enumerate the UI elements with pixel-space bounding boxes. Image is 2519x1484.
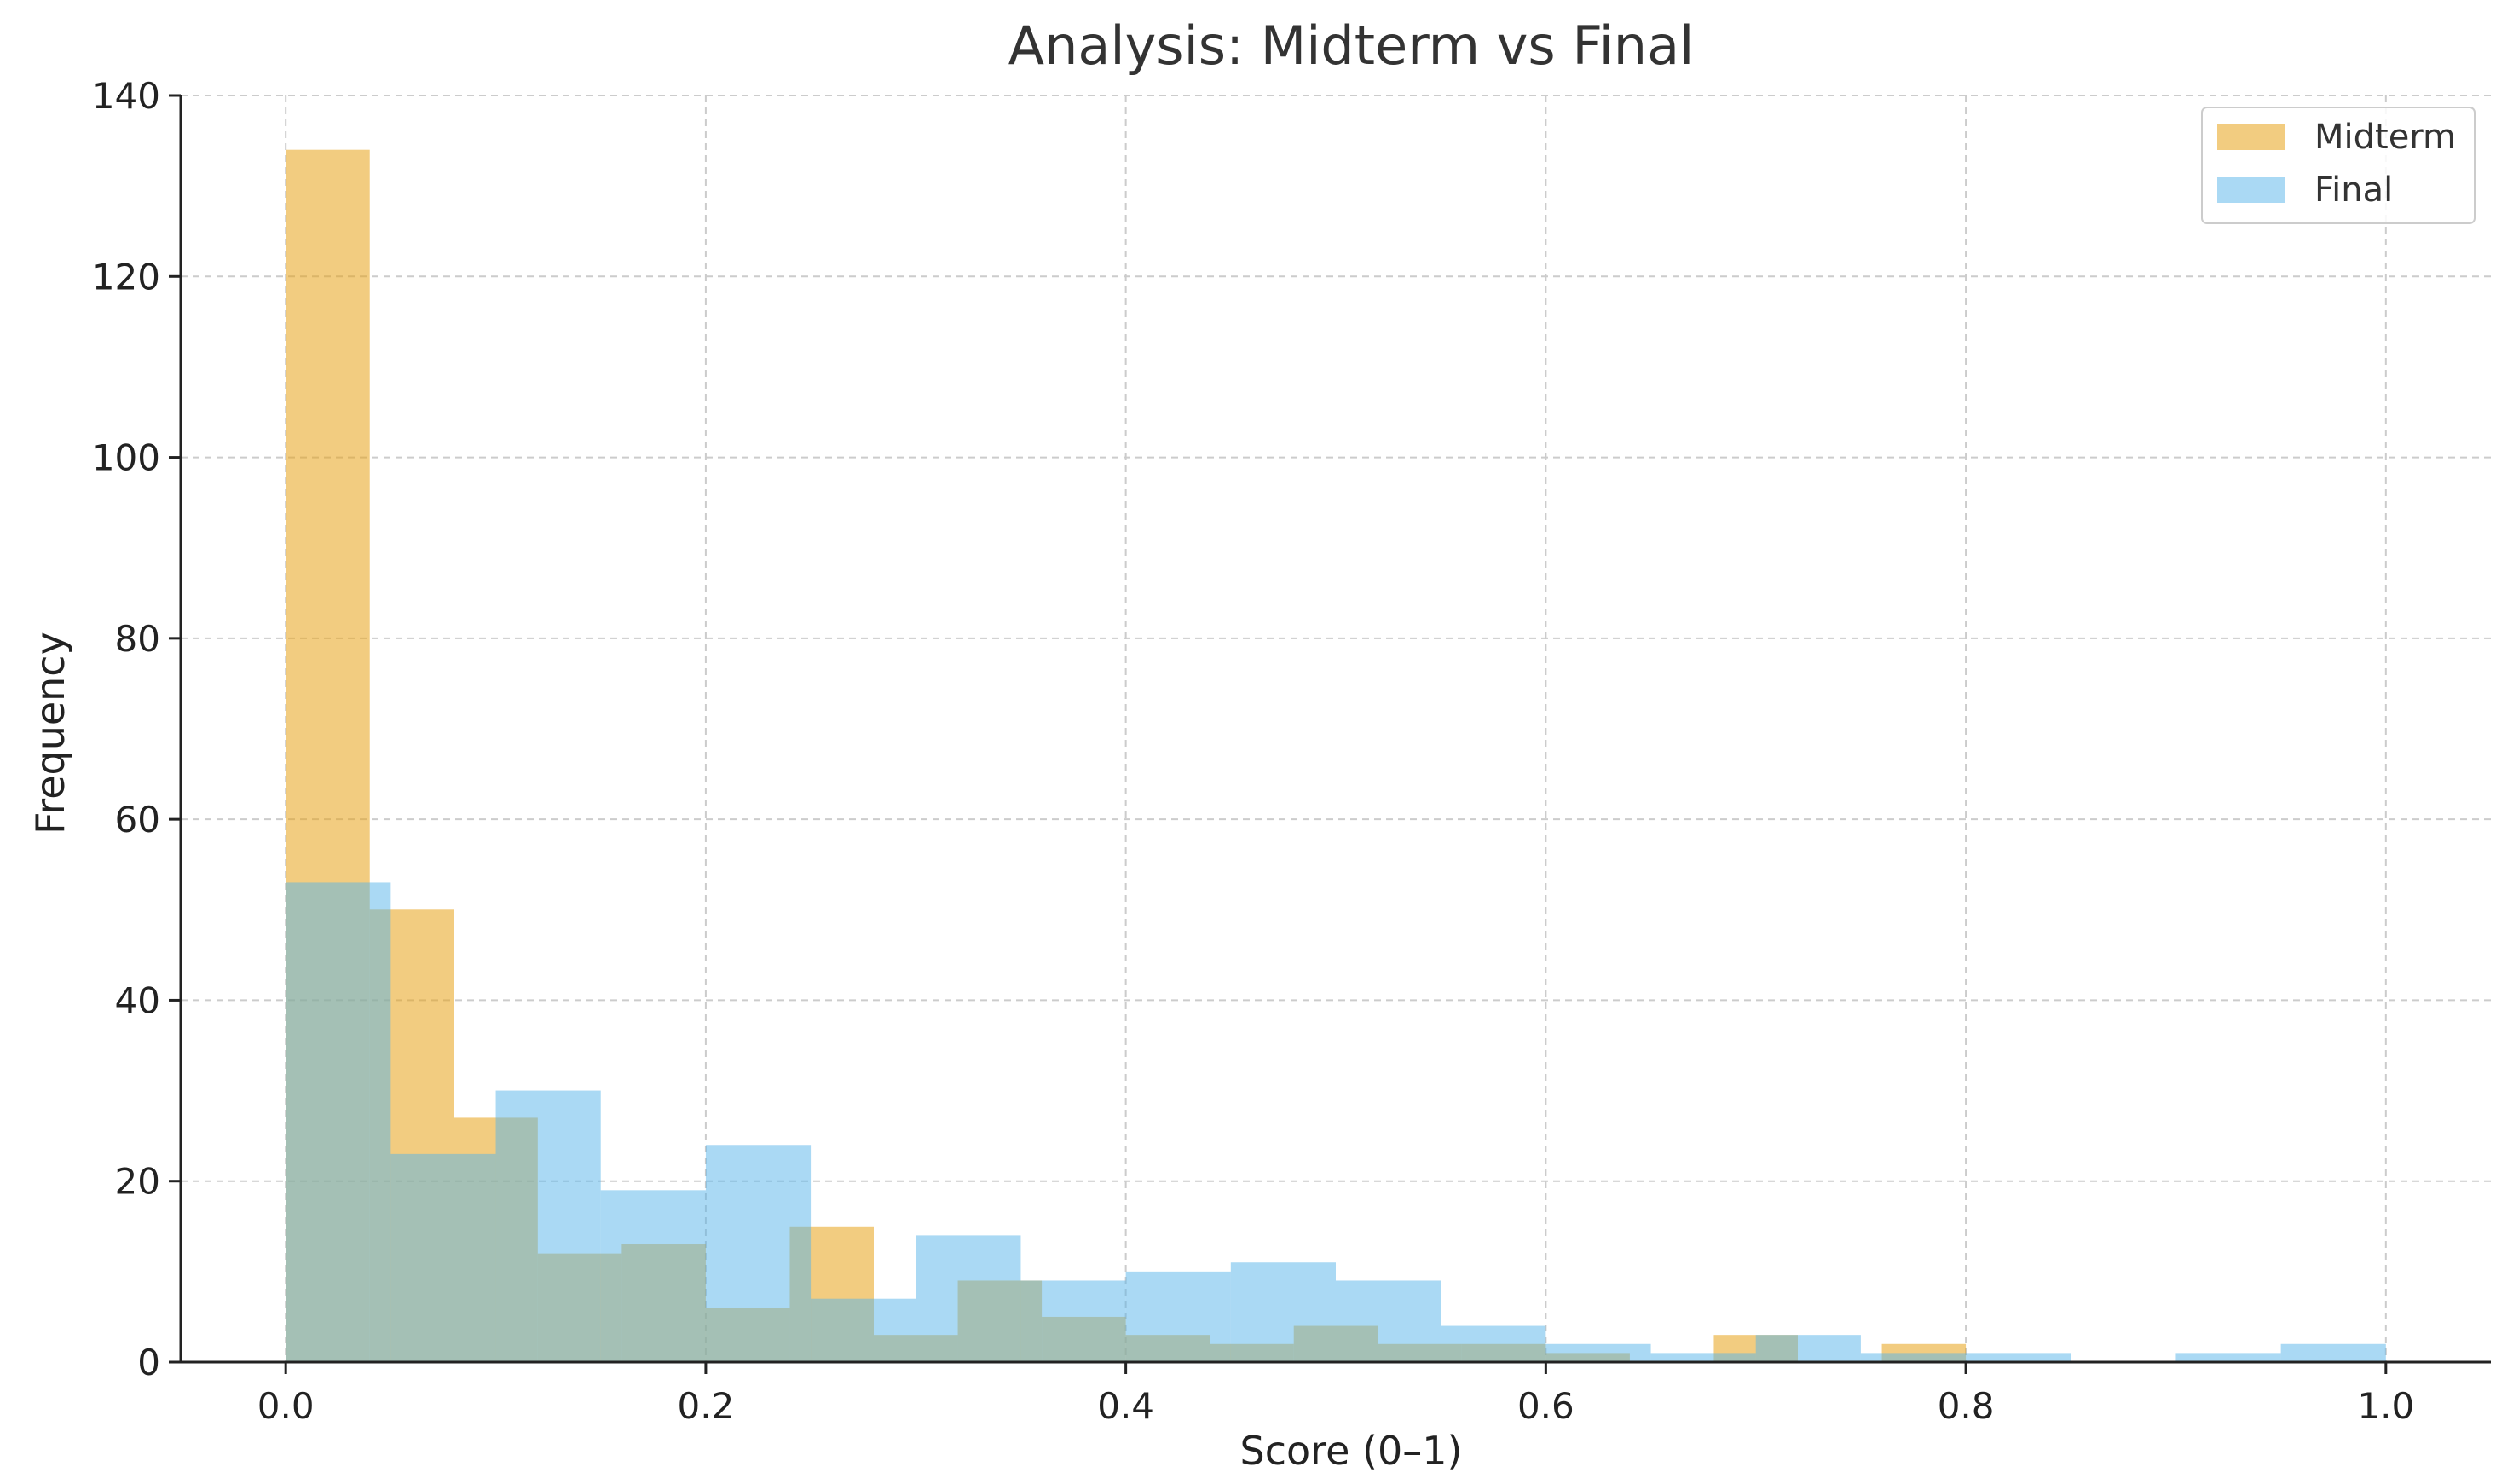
final-bar	[1441, 1325, 1546, 1362]
x-ticks: 0.0 0.2 0.4 0.6 0.8 1.0	[257, 1362, 2414, 1427]
y-ticks: 0 20 40 60 80 100 120 140	[92, 75, 181, 1383]
final-bar	[286, 882, 391, 1362]
x-tick-label: 0.6	[1517, 1385, 1574, 1427]
x-tick-label: 0.2	[678, 1385, 735, 1427]
x-tick-label: 0.0	[257, 1385, 315, 1427]
legend: Midterm Final	[2201, 107, 2476, 224]
y-tick-label: 140	[92, 75, 160, 117]
legend-label-final: Final	[2314, 170, 2393, 210]
y-tick-label: 100	[92, 437, 160, 479]
y-tick-label: 0	[137, 1342, 160, 1383]
x-tick-label: 0.4	[1097, 1385, 1154, 1427]
y-tick-label: 120	[92, 256, 160, 297]
legend-label-midterm: Midterm	[2314, 118, 2456, 157]
final-bar	[705, 1145, 812, 1362]
x-tick-label: 1.0	[2357, 1385, 2414, 1427]
x-axis-label: Score (0–1)	[1240, 1428, 1463, 1474]
chart-title: Analysis: Midterm vs Final	[1008, 14, 1695, 77]
final-bar	[2175, 1353, 2281, 1362]
final-bar	[1966, 1353, 2071, 1362]
final-bar	[1125, 1271, 1231, 1362]
final-bar	[1650, 1353, 1756, 1362]
y-tick-label: 60	[115, 799, 160, 840]
legend-swatch-final	[2217, 177, 2285, 203]
y-tick-label: 20	[115, 1161, 160, 1203]
y-axis-label: Frequency	[27, 632, 73, 834]
final-bar	[495, 1090, 601, 1362]
final-bar	[1545, 1343, 1651, 1362]
series-final	[286, 882, 2386, 1362]
final-bar	[1230, 1262, 1336, 1362]
legend-swatch-midterm	[2217, 124, 2285, 150]
final-bar	[811, 1298, 916, 1362]
final-bar	[1860, 1353, 1967, 1362]
y-tick-label: 40	[115, 979, 160, 1021]
final-bar	[1336, 1280, 1441, 1362]
final-bar	[390, 1153, 496, 1362]
y-tick-label: 80	[115, 618, 160, 660]
final-bar	[2280, 1343, 2386, 1362]
final-bar	[600, 1190, 706, 1362]
histogram-bars	[286, 149, 2386, 1363]
final-bar	[916, 1235, 1021, 1362]
final-bar	[1755, 1335, 1861, 1362]
x-tick-label: 0.8	[1938, 1385, 1995, 1427]
final-bar	[1020, 1280, 1126, 1362]
